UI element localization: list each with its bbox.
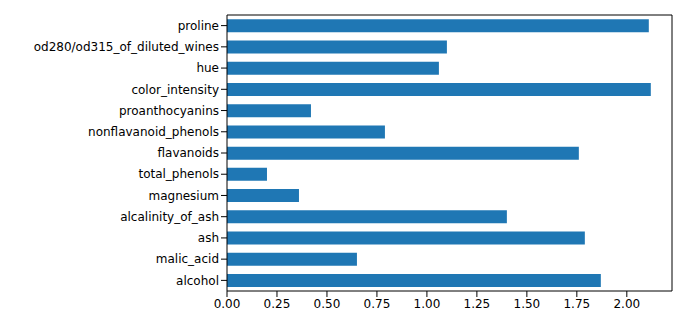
svg-text:proline: proline [178, 19, 219, 33]
svg-text:1.00: 1.00 [414, 297, 441, 311]
svg-text:0.75: 0.75 [364, 297, 391, 311]
svg-text:ash: ash [198, 231, 219, 245]
svg-text:total_phenols: total_phenols [138, 167, 219, 181]
svg-text:0.50: 0.50 [314, 297, 341, 311]
svg-text:2.00: 2.00 [613, 297, 640, 311]
svg-text:0.25: 0.25 [264, 297, 291, 311]
svg-text:malic_acid: malic_acid [156, 252, 219, 266]
svg-text:flavanoids: flavanoids [157, 146, 219, 160]
svg-text:proanthocyanins: proanthocyanins [119, 104, 219, 118]
svg-text:od280/od315_of_diluted_wines: od280/od315_of_diluted_wines [34, 40, 219, 54]
svg-text:alcalinity_of_ash: alcalinity_of_ash [120, 210, 219, 224]
svg-text:alcohol: alcohol [176, 274, 219, 288]
svg-text:color_intensity: color_intensity [131, 83, 219, 97]
svg-text:hue: hue [196, 61, 219, 75]
svg-text:0.00: 0.00 [214, 297, 241, 311]
svg-text:1.50: 1.50 [514, 297, 541, 311]
svg-text:1.25: 1.25 [464, 297, 491, 311]
svg-text:nonflavanoid_phenols: nonflavanoid_phenols [88, 125, 219, 139]
svg-text:1.75: 1.75 [563, 297, 590, 311]
svg-text:magnesium: magnesium [148, 189, 219, 203]
